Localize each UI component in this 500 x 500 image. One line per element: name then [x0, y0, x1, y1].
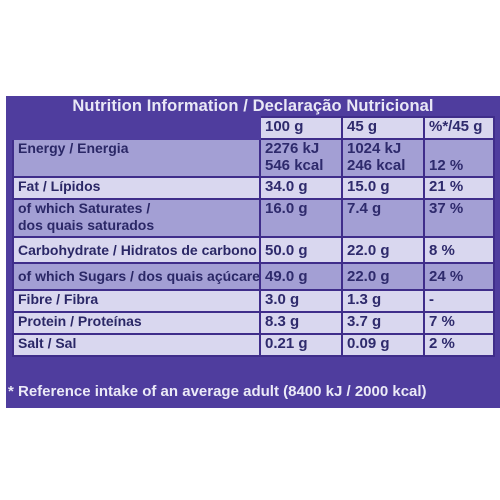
value-45g: 3.7 g	[341, 311, 425, 335]
row-label: Fat / Lípidos	[12, 176, 261, 200]
value-100g: 3.0 g	[259, 289, 343, 313]
value-45g: 1.3 g	[341, 289, 425, 313]
value-percent: 8 %	[423, 236, 495, 264]
row-label: Protein / Proteínas	[12, 311, 261, 335]
value-percent: 12 %	[423, 138, 495, 178]
value-percent: 2 %	[423, 333, 495, 357]
value-100g: 50.0 g	[259, 236, 343, 264]
row-label: Energy / Energia	[12, 138, 261, 178]
value-percent: 24 %	[423, 262, 495, 291]
value-100g: 8.3 g	[259, 311, 343, 335]
row-fibre: Fibre / Fibra 3.0 g 1.3 g -	[12, 289, 495, 313]
value-45g: 7.4 g	[341, 198, 425, 238]
row-label: of which Sugars / dos quais açúcares	[12, 262, 261, 291]
value-100g: 16.0 g	[259, 198, 343, 238]
row-salt: Salt / Sal 0.21 g 0.09 g 2 %	[12, 333, 495, 357]
row-label: Fibre / Fibra	[12, 289, 261, 313]
row-protein: Protein / Proteínas 8.3 g 3.7 g 7 %	[12, 311, 495, 335]
column-header-100g: 100 g	[259, 116, 343, 140]
row-saturates: of which Saturates / dos quais saturados …	[12, 198, 495, 238]
row-energy: Energy / Energia 2276 kJ 546 kcal 1024 kJ…	[12, 138, 495, 178]
row-fat: Fat / Lípidos 34.0 g 15.0 g 21 %	[12, 176, 495, 200]
value-100g: 2276 kJ 546 kcal	[259, 138, 343, 178]
value-45g: 22.0 g	[341, 262, 425, 291]
value-45g: 1024 kJ 246 kcal	[341, 138, 425, 178]
value-percent: 7 %	[423, 311, 495, 335]
column-header-45g: 45 g	[341, 116, 425, 140]
row-label: of which Saturates / dos quais saturados	[12, 198, 261, 238]
value-100g: 49.0 g	[259, 262, 343, 291]
value-45g: 22.0 g	[341, 236, 425, 264]
column-header-percent: %*/45 g	[423, 116, 495, 140]
value-100g: 0.21 g	[259, 333, 343, 357]
row-carbohydrate: Carbohydrate / Hidratos de carbono 50.0 …	[12, 236, 495, 264]
value-percent: -	[423, 289, 495, 313]
row-label: Carbohydrate / Hidratos de carbono	[12, 236, 261, 264]
row-sugars: of which Sugars / dos quais açúcares 49.…	[12, 262, 495, 291]
header-row: 100 g 45 g %*/45 g	[13, 116, 495, 140]
value-45g: 15.0 g	[341, 176, 425, 200]
nutrition-table: 100 g 45 g %*/45 g Energy / Energia 2276…	[12, 116, 495, 357]
value-percent: 21 %	[423, 176, 495, 200]
nutrition-panel: Nutrition Information / Declaração Nutri…	[6, 96, 500, 408]
value-45g: 0.09 g	[341, 333, 425, 357]
value-percent: 37 %	[423, 198, 495, 238]
value-100g: 34.0 g	[259, 176, 343, 200]
nutrition-title: Nutrition Information / Declaração Nutri…	[72, 97, 434, 115]
row-label: Salt / Sal	[12, 333, 261, 357]
header-empty-cell	[13, 117, 260, 139]
reference-intake-footnote: * Reference intake of an average adult (…	[8, 383, 427, 400]
